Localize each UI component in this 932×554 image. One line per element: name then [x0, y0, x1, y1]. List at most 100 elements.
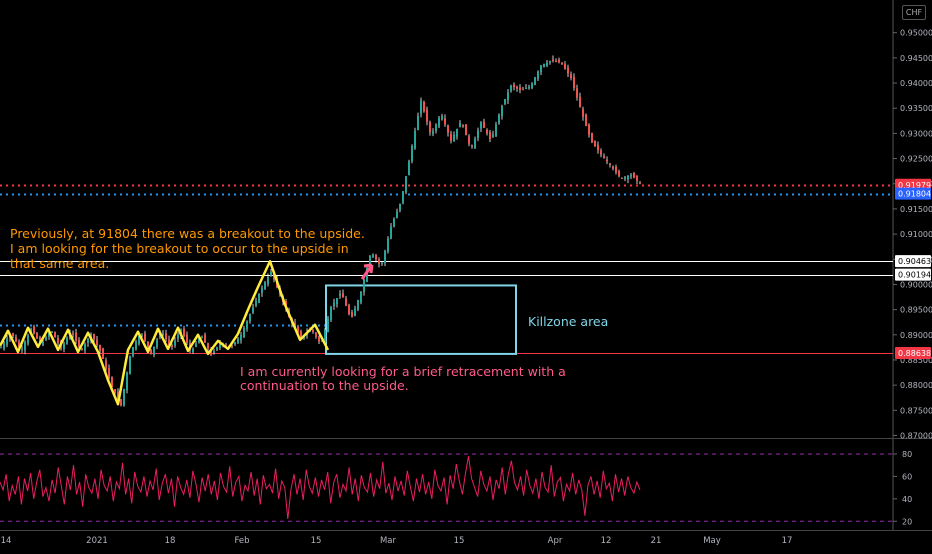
candle-body — [204, 334, 206, 343]
candle-body — [246, 321, 248, 329]
candle-body — [147, 341, 149, 348]
zigzag-line — [0, 260, 330, 406]
time-tick-label: 18 — [165, 536, 176, 546]
price-tick-label: 0.88500 — [900, 356, 932, 365]
candle-body — [375, 255, 377, 260]
candle-body — [408, 161, 410, 176]
candle-body — [324, 329, 326, 344]
candle-body — [117, 391, 119, 400]
candle-body — [510, 85, 512, 92]
breakout-annotation: Previously, at 91804 there was a breakou… — [10, 226, 365, 271]
candle-body — [345, 298, 347, 306]
candle-body — [255, 300, 257, 306]
candle-body — [495, 124, 497, 136]
candle-body — [261, 287, 263, 293]
candle-body — [609, 163, 611, 165]
candle-body — [120, 399, 122, 406]
rsi-tick-label: 60 — [902, 472, 912, 481]
candle-body — [522, 89, 524, 91]
price-tick-label: 0.90000 — [900, 280, 932, 289]
candle-body — [426, 109, 428, 122]
rsi-pane: 80 60 40 20 — [0, 450, 912, 526]
candle-body — [318, 336, 320, 342]
candle-body — [399, 203, 401, 211]
candle-body — [258, 294, 260, 303]
candle-body — [381, 262, 383, 264]
candle-body — [126, 372, 128, 391]
candle-body — [312, 329, 314, 332]
candle-body — [363, 279, 365, 292]
candle-body — [87, 338, 89, 343]
candle-body — [378, 259, 380, 264]
candle-body — [618, 171, 620, 177]
candle-body — [582, 109, 584, 117]
time-tick-label: Feb — [234, 536, 249, 546]
candle-body — [444, 118, 446, 125]
candle-body — [162, 333, 164, 335]
price-label-text: 0.91979 — [898, 181, 931, 190]
candle-body — [348, 305, 350, 315]
candle-body — [549, 60, 551, 63]
candle-body — [435, 124, 437, 131]
candle-body — [558, 59, 560, 63]
candle-body — [225, 344, 227, 346]
candle-body — [432, 131, 434, 134]
candle-body — [354, 308, 356, 317]
price-tick-label: 0.93500 — [900, 104, 932, 113]
candle-body — [33, 326, 35, 334]
candle-body — [219, 343, 221, 348]
price-tick-label: 0.89000 — [900, 331, 932, 340]
candle-body — [48, 332, 50, 337]
candle-body — [486, 129, 488, 134]
candle-body — [51, 331, 53, 333]
candle-body — [315, 332, 317, 337]
candle-body — [540, 65, 542, 73]
candle-body — [141, 334, 143, 336]
candle-body — [132, 347, 134, 356]
time-tick-label: May — [703, 536, 721, 546]
rsi-tick-label: 80 — [902, 450, 912, 459]
time-tick-label: 15 — [311, 536, 322, 546]
price-label-tag — [895, 268, 931, 281]
candle-body — [639, 182, 641, 184]
price-tick-label: 0.91000 — [900, 230, 932, 239]
candle-body — [153, 346, 155, 355]
candle-body — [111, 377, 113, 388]
candle-body — [186, 334, 188, 343]
candle-body — [231, 345, 233, 347]
candle-body — [150, 349, 152, 354]
candle-body — [3, 342, 5, 349]
candle-body — [183, 328, 185, 336]
candle-body — [252, 307, 254, 313]
candle-body — [597, 144, 599, 151]
time-tick-label: 2021 — [86, 536, 108, 546]
price-tick-label: 0.94000 — [900, 79, 932, 88]
candle-body — [411, 145, 413, 162]
time-tick-label: 14 — [1, 536, 12, 546]
candle-body — [513, 84, 515, 88]
candle-body — [564, 63, 566, 69]
candle-body — [573, 76, 575, 88]
candle-body — [423, 101, 425, 112]
candle-body — [537, 71, 539, 80]
candle-body — [480, 122, 482, 129]
currency-button[interactable]: CHF — [902, 5, 926, 20]
candle-body — [372, 254, 374, 258]
candle-body — [561, 62, 563, 65]
time-tick-label: Mar — [380, 536, 397, 546]
price-label-text: 0.90194 — [898, 271, 931, 280]
candle-body — [360, 291, 362, 303]
candle-body — [615, 166, 617, 173]
candle-body — [36, 333, 38, 339]
candle-body — [351, 312, 353, 317]
candle-body — [45, 337, 47, 341]
candle-body — [465, 124, 467, 136]
candle-body — [579, 96, 581, 108]
price-label-text: 0.91804 — [898, 190, 931, 199]
price-label-tag — [895, 255, 931, 268]
candle-body — [528, 86, 530, 89]
candle-body — [636, 175, 638, 181]
price-tick-label: 0.91500 — [900, 205, 932, 214]
candle-body — [72, 333, 74, 335]
